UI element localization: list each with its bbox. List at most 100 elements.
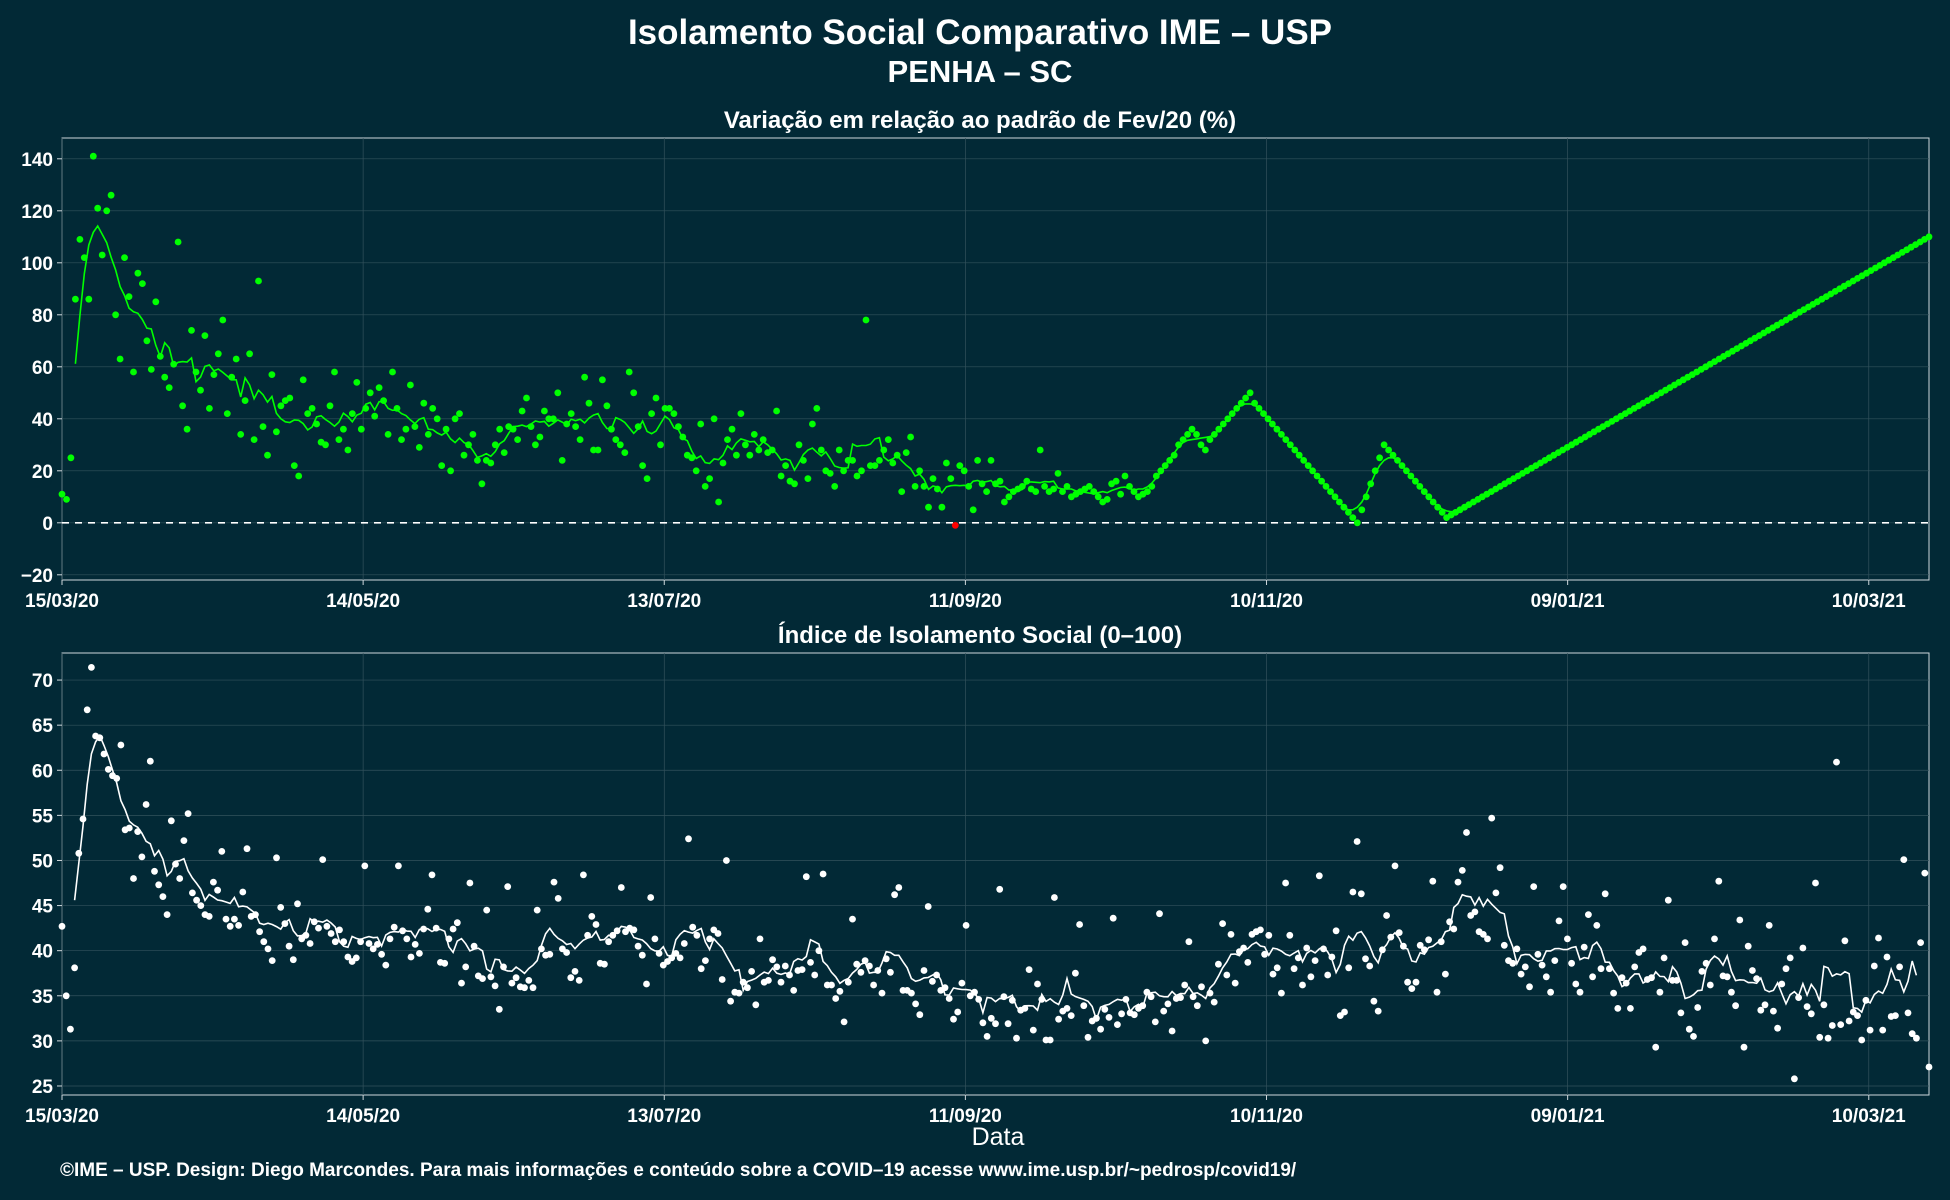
data-point: [1732, 1002, 1739, 1010]
data-point: [256, 928, 263, 936]
data-point: [603, 402, 611, 410]
data-point: [889, 459, 897, 467]
data-point: [525, 977, 533, 984]
data-point: [1652, 1043, 1660, 1051]
data-point: [737, 410, 745, 417]
data-point: [1833, 758, 1840, 766]
data-point: [1925, 1063, 1933, 1071]
data-point: [1597, 965, 1605, 973]
data-point: [1376, 454, 1383, 462]
data-point: [1576, 988, 1584, 996]
data-point: [295, 472, 303, 480]
data-point: [1513, 945, 1521, 953]
data-point: [1353, 838, 1361, 845]
data-point: [1555, 917, 1563, 925]
panel-variation-moving-average: [74, 224, 1917, 513]
data-point: [529, 984, 537, 992]
data-point: [1408, 985, 1416, 992]
x-tick-label: 10/03/21: [1832, 1106, 1906, 1127]
data-point: [1770, 1007, 1777, 1015]
data-point: [100, 750, 108, 758]
data-point: [956, 462, 964, 469]
data-point: [849, 457, 856, 464]
data-point: [424, 431, 432, 438]
data-point: [107, 191, 115, 199]
data-point: [1202, 1037, 1210, 1045]
data-point: [996, 885, 1004, 893]
data-point: [727, 997, 734, 1005]
data-point: [411, 941, 419, 948]
data-point: [1521, 963, 1529, 971]
data-point: [575, 977, 583, 984]
data-point: [348, 410, 356, 417]
data-point: [983, 1033, 991, 1040]
data-point: [802, 873, 810, 881]
data-point: [451, 415, 459, 423]
data-point: [62, 992, 70, 1000]
data-point: [1341, 1008, 1348, 1016]
x-tick-label: 10/03/21: [1832, 591, 1906, 612]
x-tick-label: 10/11/20: [1230, 1106, 1303, 1127]
data-point: [184, 810, 192, 817]
data-point: [143, 337, 151, 345]
data-point: [1728, 988, 1735, 996]
data-point: [63, 496, 70, 503]
data-point: [958, 979, 966, 987]
data-point: [1117, 490, 1124, 498]
data-point: [643, 475, 651, 482]
data-point: [1921, 869, 1929, 877]
data-point: [911, 483, 919, 490]
data-point: [189, 889, 196, 897]
data-point: [1097, 1025, 1104, 1033]
data-point: [130, 875, 137, 882]
data-point-negative: [951, 522, 959, 529]
data-point: [241, 397, 249, 404]
data-point: [174, 238, 182, 246]
data-point: [456, 410, 463, 417]
data-point: [1572, 980, 1580, 988]
data-point: [197, 386, 204, 394]
data-point: [719, 459, 727, 467]
data-point: [651, 935, 659, 943]
data-point: [795, 441, 803, 449]
data-point: [1812, 879, 1819, 887]
data-point: [449, 925, 457, 933]
data-point: [1278, 989, 1285, 997]
data-point: [1395, 929, 1403, 936]
data-point: [831, 483, 839, 490]
data-point: [1896, 963, 1903, 971]
data-point: [1198, 983, 1205, 991]
data-point: [1803, 1003, 1811, 1010]
x-tick-label: 11/09/20: [929, 1106, 1002, 1127]
data-point: [88, 664, 95, 671]
data-point: [428, 871, 436, 879]
data-point: [1585, 911, 1592, 918]
data-point: [1736, 916, 1744, 924]
data-point: [616, 441, 624, 449]
data-point: [183, 425, 191, 433]
data-point: [1080, 1002, 1088, 1010]
data-point: [319, 856, 327, 863]
data-point: [331, 368, 338, 376]
data-point: [268, 957, 276, 964]
data-point: [1307, 973, 1315, 981]
data-point: [218, 848, 226, 855]
data-point: [504, 883, 512, 890]
data-point: [811, 971, 819, 979]
x-tick-label: 14/05/20: [326, 591, 400, 612]
data-point: [1202, 446, 1209, 454]
data-point: [518, 407, 526, 415]
data-point: [139, 280, 146, 287]
data-point: [1589, 973, 1596, 981]
data-point: [1025, 966, 1033, 973]
data-point: [1437, 938, 1445, 946]
data-point: [728, 425, 736, 433]
data-point: [697, 965, 705, 973]
data-point: [76, 236, 84, 243]
data-point: [536, 433, 544, 441]
data-point: [147, 366, 155, 373]
data-point: [72, 295, 79, 303]
data-point: [1908, 1030, 1916, 1038]
moving-average-line: [73, 734, 1918, 1023]
data-point: [201, 332, 209, 339]
